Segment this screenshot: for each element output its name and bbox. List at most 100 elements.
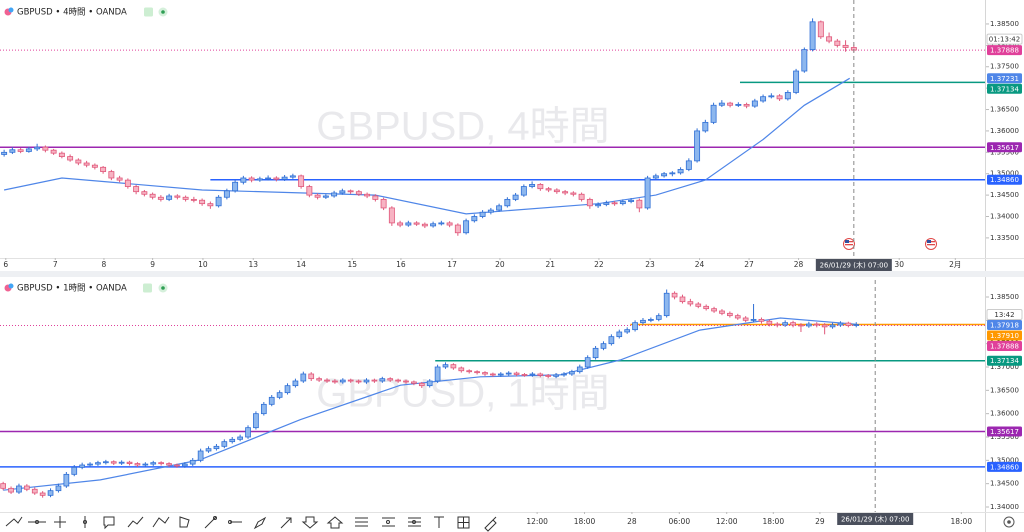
us-flag-icon[interactable] (843, 238, 855, 250)
candle-body (801, 49, 808, 72)
tool-icon[interactable] (83, 516, 87, 528)
x-tick-label: 29 (815, 517, 825, 526)
candle-body (632, 322, 638, 331)
candle-body (110, 461, 117, 464)
tool-icon[interactable] (103, 516, 115, 530)
candle (189, 458, 196, 466)
candle (817, 20, 824, 39)
candle (479, 210, 486, 219)
candle-body (768, 95, 775, 98)
drawing-toolbar (0, 513, 510, 532)
tool-icon[interactable] (326, 516, 344, 529)
y-tick-label: 1.35000 (990, 456, 1019, 464)
candle (25, 146, 32, 153)
candle (150, 460, 157, 466)
candle-body (83, 162, 90, 166)
candle-body (430, 223, 437, 227)
candle (553, 373, 559, 379)
tool-icon[interactable] (127, 516, 144, 528)
candle-body (229, 438, 236, 443)
x-tick-label: 7 (53, 260, 58, 269)
candle-body (205, 448, 212, 452)
candle-body (454, 224, 461, 234)
tool-icon[interactable] (204, 516, 217, 529)
moving-average (3, 317, 856, 491)
tool-icon[interactable] (54, 516, 66, 528)
candle (497, 372, 504, 377)
candle-body (809, 21, 816, 51)
candle (837, 321, 844, 327)
candle-body (471, 216, 478, 222)
candle (16, 483, 22, 494)
candle (418, 381, 425, 388)
tool-icon[interactable] (152, 516, 170, 528)
tool-icon[interactable] (301, 516, 319, 529)
candle (809, 18, 816, 52)
candle (801, 47, 808, 73)
status-dot (161, 10, 165, 14)
candle (434, 364, 441, 383)
y-tick-label: 1.34500 (990, 191, 1019, 199)
x-tick-label: 20 (495, 260, 505, 269)
tool-icon[interactable] (355, 517, 368, 527)
candle-body (141, 191, 148, 195)
tool-icon[interactable] (382, 517, 395, 527)
candle (487, 207, 494, 215)
tool-icon[interactable] (280, 517, 292, 529)
candle (734, 313, 741, 320)
candle-body (71, 466, 78, 475)
candle (742, 316, 749, 323)
settings-icon[interactable] (1003, 516, 1015, 528)
candle-body (276, 392, 283, 398)
candle-body (644, 177, 651, 209)
candle (768, 93, 775, 99)
candle (58, 151, 65, 159)
candle-body (624, 329, 631, 333)
candle-body (387, 378, 394, 381)
candle (632, 320, 638, 332)
candle (240, 175, 247, 185)
y-tick-label: 1.37000 (990, 363, 1019, 371)
candle-body (655, 315, 662, 320)
candle-body (521, 374, 528, 376)
candle-body (67, 156, 74, 161)
candle-body (496, 205, 503, 211)
tool-icon[interactable] (408, 517, 421, 527)
price-badge (987, 142, 1022, 153)
candle (403, 379, 409, 384)
candle (482, 371, 488, 376)
candle-body (397, 222, 404, 226)
tool-icon[interactable] (5, 516, 23, 527)
tool-icon[interactable] (457, 516, 470, 529)
tool-icon[interactable] (434, 516, 444, 528)
tool-icon[interactable] (484, 516, 497, 532)
candle (545, 186, 552, 193)
candle (166, 462, 172, 467)
candle (727, 311, 733, 318)
candle (648, 317, 654, 323)
symbol-title: GBPUSD • 1時間 • OANDA (17, 284, 127, 294)
x-tick-label: 28 (627, 517, 637, 526)
candle (679, 294, 686, 304)
x-tick-label: 13 (248, 260, 258, 269)
candle (685, 158, 692, 172)
candle (505, 371, 512, 376)
candle-body (347, 379, 354, 382)
candle (751, 98, 758, 108)
candle-body (181, 463, 188, 467)
candle-body (316, 378, 322, 381)
tool-icon[interactable] (179, 516, 190, 528)
tool-icon[interactable] (28, 520, 46, 524)
candle (463, 218, 470, 235)
candle (339, 378, 346, 384)
candle-body (126, 461, 133, 465)
candle (471, 214, 478, 223)
y-tick-label: 1.35000 (990, 170, 1019, 178)
candle (284, 383, 291, 395)
us-flag-icon[interactable] (925, 238, 937, 250)
candle-body (758, 318, 765, 322)
candle-body (50, 149, 57, 154)
y-tick-label: 1.36500 (990, 386, 1019, 394)
tool-icon[interactable] (253, 516, 267, 530)
tool-icon[interactable] (228, 520, 243, 524)
